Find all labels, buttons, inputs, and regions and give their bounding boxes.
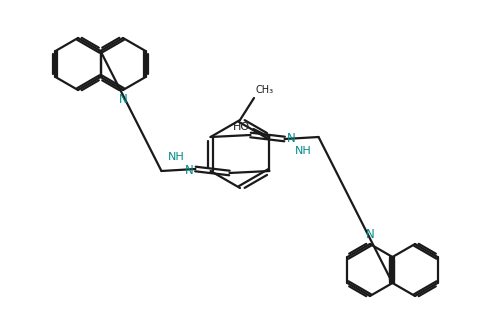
Text: HO: HO [233,122,250,132]
Text: CH₃: CH₃ [255,85,273,95]
Text: N: N [119,93,127,106]
Text: N: N [185,163,194,177]
Text: N: N [366,228,374,241]
Text: NH: NH [295,146,312,156]
Text: N: N [287,131,295,144]
Text: NH: NH [168,152,185,162]
